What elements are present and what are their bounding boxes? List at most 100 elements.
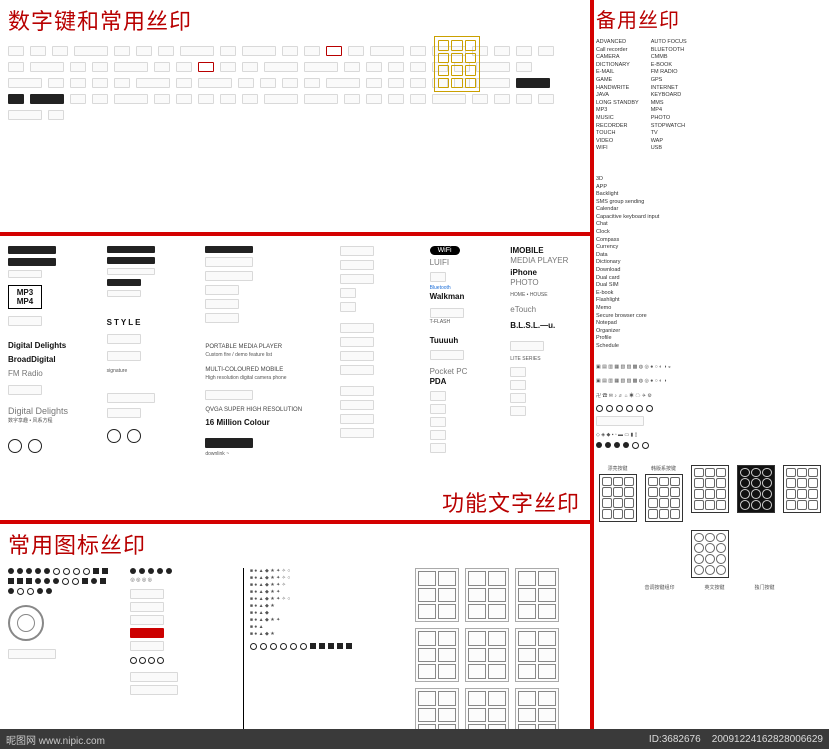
spare-item: WAP [651, 138, 687, 145]
brand-qvga: QVGA SUPER HIGH RESOLUTION [205, 407, 322, 414]
footer-id-label: ID: [649, 734, 662, 745]
spare-item: PHOTO [651, 115, 687, 122]
spare-item: KEYBOARD [651, 92, 687, 99]
brand-style: STYLE [107, 318, 188, 327]
spare-item: MUSIC [596, 115, 639, 122]
brand-luifi: LUIFI [430, 258, 493, 267]
brand-digital-delights: Digital Delights [8, 341, 89, 350]
brand-mediaplayer: MEDIA PLAYER [510, 256, 582, 265]
spare-item: WIFI [596, 145, 639, 152]
spare-item-2: 3D [596, 176, 823, 183]
spare-item: USB [651, 145, 687, 152]
spare-item-2: Download [596, 267, 823, 274]
footer-ts: 20091224162828006629 [712, 734, 823, 745]
brand-col-1: MP3 MP4 Digital Delights BroadDigital FM… [8, 246, 89, 457]
spare-symbol-rows: ▣ ▤ ▥ ▦ ▧ ▨ ▩ ◍ ◎ ● ○ ◐ ◑ ◒ ▣ ▤ ▥ ▦ ▧ ▨ … [596, 364, 823, 449]
spare-item-2: Backlight [596, 191, 823, 198]
spare-item-2: E-book [596, 290, 823, 297]
footer-site: 昵图网 www.nipic.com [6, 732, 105, 747]
brand-imobile: IMOBILE [510, 246, 582, 255]
spare-item-2: Currency [596, 244, 823, 251]
spare-item-2: Flashlight [596, 297, 823, 304]
brand-col-2: STYLE signature [107, 246, 188, 457]
spare-keypads: 漂亮按键 韩版系按键 [596, 465, 823, 578]
section-function-text: MP3 MP4 Digital Delights BroadDigital FM… [0, 236, 590, 520]
icons-misc-2: ◎ ◎ ◎ ◎ [130, 568, 229, 742]
spare-item-2: Calendar [596, 206, 823, 213]
title-function-text: 功能文字丝印 [442, 486, 580, 518]
spare-item: CMMB [651, 54, 687, 61]
spare-item: ADVANCED [596, 39, 639, 46]
brand-pda: PDA [430, 377, 493, 386]
keypad-cluster-rows [8, 46, 568, 120]
cap-3: 独门按键 [755, 584, 775, 591]
brand-photo: PHOTO [510, 278, 582, 287]
cap-2: 英文按键 [704, 584, 724, 591]
spare-item: INTERNET [651, 85, 687, 92]
spare-item: E-MAIL [596, 69, 639, 76]
spare-item-2: SMS group sending [596, 199, 823, 206]
footer-meta: ID:3682676 20091224162828006629 [649, 734, 823, 745]
spare-list-b: AUTO FOCUSBLUETOOTHCMMBE-BOOKFM RADIOGPS… [651, 39, 687, 152]
spare-item-2: Dictionary [596, 259, 823, 266]
spare-item: LONG STANDBY [596, 100, 639, 107]
title-keypad: 数字键和常用丝印 [8, 4, 582, 36]
spare-item: GPS [651, 77, 687, 84]
brand-col-5: WiFi LUIFI Bluetooth Walkman T-FLASH Tuu… [430, 246, 493, 457]
cap-1: 音调按键组印 [644, 584, 674, 591]
brand-colours: 16 Million Colour [205, 418, 322, 427]
section-keypad: 数字键和常用丝印 [0, 0, 590, 232]
brand-fmradio: FM Radio [8, 369, 89, 378]
footer-id: 3682676 [662, 734, 701, 745]
brand-etouch: eTouch [510, 305, 582, 314]
icons-row: ◎ ◎ ◎ ◎ ■ ● ▲ ◆ ★ ✦ ✧ ○ ■ ● ▲ ◆ ★ ✦ ✧ ○ … [8, 568, 582, 742]
spare-item: FM RADIO [651, 69, 687, 76]
brand-line3: High resolution digital camera phone [205, 375, 322, 381]
spare-item-2: Dual card [596, 275, 823, 282]
spare-item-2: Data [596, 252, 823, 259]
spare-item-2: Compass [596, 237, 823, 244]
spare-item: GAME [596, 77, 639, 84]
spare-item-2: Secure browser core [596, 313, 823, 320]
brand-col-3: PORTABLE MEDIA PLAYER Custom fire / demo… [205, 246, 322, 457]
icons-list: ■ ● ▲ ◆ ★ ✦ ✧ ○ ■ ● ▲ ◆ ★ ✦ ✧ ○ ■ ● ▲ ◆ … [243, 568, 401, 742]
spare-item: VIDEO [596, 138, 639, 145]
spare-item: HANDWRITE [596, 85, 639, 92]
spare-item: RECORDER [596, 123, 639, 130]
spare-item: BLUETOOTH [651, 47, 687, 54]
spare-item-2: Memo [596, 305, 823, 312]
brand-line1: PORTABLE MEDIA PLAYER [205, 344, 322, 351]
brand-broaddigital: BroadDigital [8, 355, 89, 364]
spare-item: STOPWATCH [651, 123, 687, 130]
spare-item: TV [651, 130, 687, 137]
spare-top-lists: ADVANCEDCall recorderCAMERADICTIONARYE-M… [596, 39, 823, 152]
brand-iphone: iPhone [510, 268, 582, 277]
brand-dd-cn: 数字享趣 • 风系方程 [8, 417, 89, 424]
spare-item-2: Organizer [596, 328, 823, 335]
left-column: 数字键和常用丝印 [0, 0, 590, 749]
spare-item: CAMERA [596, 54, 639, 61]
title-spare: 备用丝印 [596, 4, 823, 33]
spare-item-2: Dual SIM [596, 282, 823, 289]
spare-item-2: Profile [596, 335, 823, 342]
brand-wifi: WiFi [430, 246, 460, 255]
spare-item: E-BOOK [651, 62, 687, 69]
icons-misc-left [8, 568, 116, 742]
brand-col-4 [340, 246, 412, 457]
spare-item: MP4 [651, 107, 687, 114]
spare-item-2: Chat [596, 221, 823, 228]
spare-item-2: Clock [596, 229, 823, 236]
spare-keypad-captions: 音调按键组印 英文按键 独门按键 [596, 584, 823, 591]
page-root: 数字键和常用丝印 [0, 0, 829, 749]
spare-item-2: Notepad [596, 320, 823, 327]
brand-walkman: Walkman [430, 292, 493, 301]
sample-yellow-keypad [434, 36, 480, 92]
footer-bar: 昵图网 www.nipic.com ID:3682676 20091224162… [0, 729, 829, 749]
section-icons: 常用图标丝印 [0, 524, 590, 729]
brand-col-6: IMOBILE MEDIA PLAYER iPhone PHOTO HOME •… [510, 246, 582, 457]
brand-pocketpc: Pocket PC [430, 367, 493, 376]
spare-item: TOUCH [596, 130, 639, 137]
spare-list-a: ADVANCEDCall recorderCAMERADICTIONARYE-M… [596, 39, 639, 152]
right-column: 备用丝印 ADVANCEDCall recorderCAMERADICTIONA… [590, 0, 829, 749]
spare-item: MP3 [596, 107, 639, 114]
